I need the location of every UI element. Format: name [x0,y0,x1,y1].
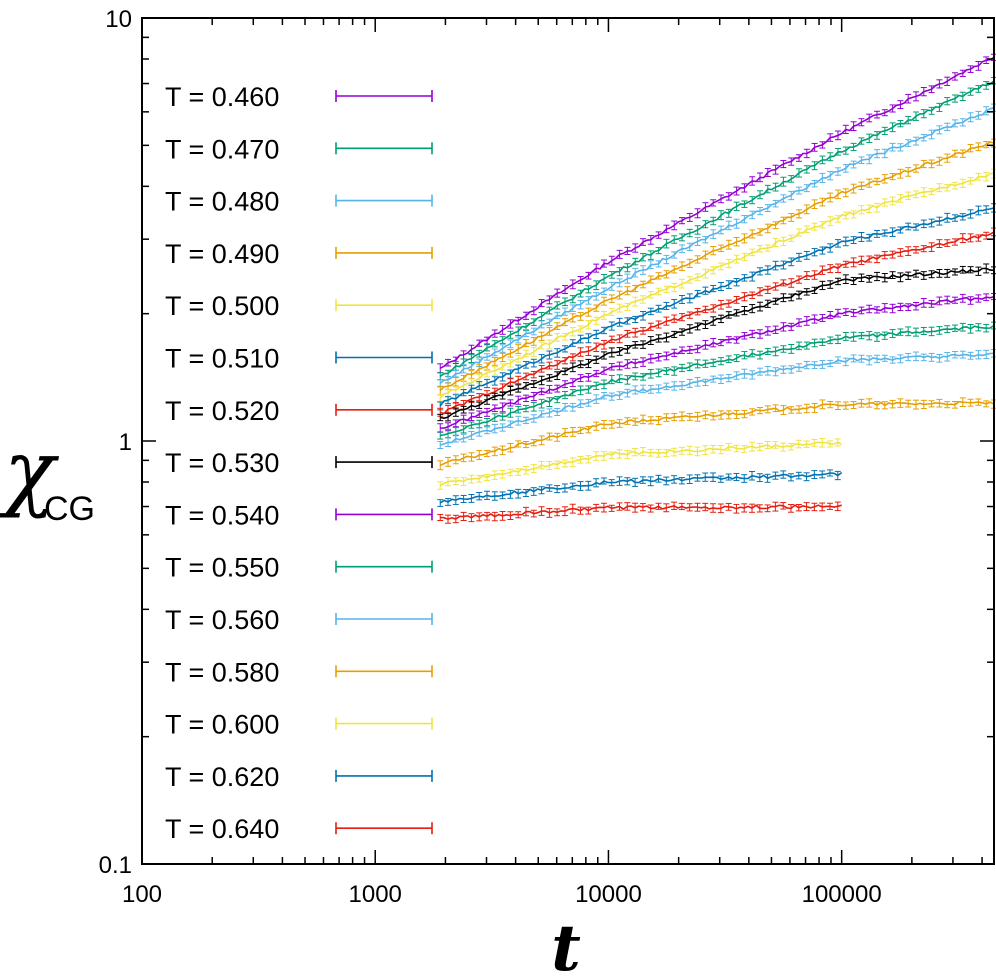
series-line [439,141,995,392]
x-axis-title: t [551,911,581,980]
series-13 [437,438,843,490]
series-14 [437,469,843,507]
legend-label: T = 0.600 [165,710,279,740]
series-line [439,56,995,369]
x-tick-label: 100 [122,881,162,908]
legend-item: T = 0.560 [165,605,433,635]
series-line [440,504,842,521]
legend-item: T = 0.530 [165,448,433,478]
series-line [440,295,995,429]
legend-item: T = 0.510 [165,344,433,374]
legend-label: T = 0.470 [165,134,279,164]
series-line [440,324,995,437]
legend-label: T = 0.640 [165,814,279,844]
series-line [440,267,995,420]
series-10 [437,321,996,440]
legend-label: T = 0.480 [165,187,279,217]
series-15 [437,501,842,524]
series-line [439,80,995,377]
legend-label: T = 0.580 [165,657,279,687]
legend-label: T = 0.530 [165,448,279,478]
y-axis-title-subscript: CG [44,490,95,528]
x-tick-label: 1000 [349,881,402,908]
series-line [439,441,843,487]
y-axis-title: χ [0,422,60,520]
legend-label: T = 0.510 [165,344,279,374]
legend-item: T = 0.600 [165,710,433,740]
series-6 [437,203,996,411]
series-line [439,471,843,504]
legend-label: T = 0.620 [165,762,279,792]
legend: T = 0.460 T = 0.470 T = 0.480 T = 0.490 T = … [165,82,433,844]
series-11 [437,349,996,450]
legend-item: T = 0.490 [165,239,433,269]
legend-item: T = 0.500 [165,291,433,321]
series-2 [437,76,996,381]
ticks-layer: 100 1000 10000 100000 0.1 1 10 [99,6,994,908]
legend-item: T = 0.540 [165,500,433,530]
y-tick-label: 10 [105,6,132,33]
series-5 [437,168,996,402]
legend-item: T = 0.460 [165,82,433,112]
legend-label: T = 0.560 [165,605,279,635]
y-tick-label: 1 [119,429,132,456]
legend-item: T = 0.520 [165,396,433,426]
series-line [439,231,995,415]
series-9 [437,293,996,433]
legend-item: T = 0.550 [165,553,433,583]
series-8 [437,263,996,422]
legend-label: T = 0.520 [165,396,279,426]
x-tick-label: 100000 [802,881,882,908]
legend-label: T = 0.460 [165,82,279,112]
series-7 [437,227,996,417]
legend-item: T = 0.470 [165,134,433,164]
series-line [439,172,995,399]
x-tick-label: 10000 [575,881,642,908]
legend-item: T = 0.580 [165,657,433,687]
series-1 [437,53,996,374]
legend-item: T = 0.480 [165,187,433,217]
series-line [439,400,995,467]
legend-label: T = 0.500 [165,291,279,321]
legend-label: T = 0.550 [165,553,279,583]
legend-item: T = 0.620 [165,762,433,792]
legend-item: T = 0.640 [165,814,433,844]
y-tick-label: 0.1 [99,852,132,879]
series-3 [437,103,996,388]
series-line [439,352,995,446]
series-layer [437,53,996,524]
series-line [439,207,995,407]
legend-label: T = 0.540 [165,500,279,530]
series-line [439,106,995,384]
series-12 [437,397,996,471]
legend-label: T = 0.490 [165,239,279,269]
